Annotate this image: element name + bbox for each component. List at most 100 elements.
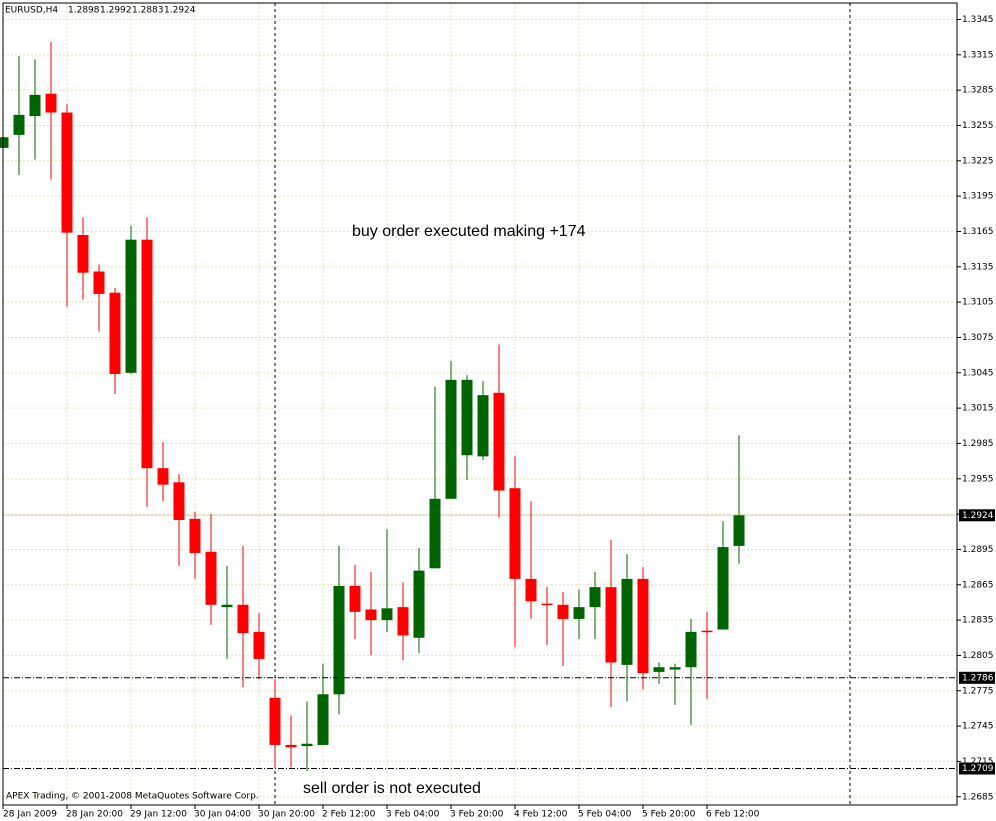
candle-body (461, 379, 473, 456)
plot-frame (2, 2, 958, 806)
candle-body (669, 667, 681, 670)
candle-body (653, 667, 665, 672)
y-tick-label: 1.2865 (962, 580, 994, 590)
candle-body (605, 587, 617, 663)
candle-body (301, 743, 313, 747)
y-tick-label: 1.3285 (962, 86, 994, 96)
header-close: 1.2924 (164, 6, 196, 16)
y-tick-label: 1.2835 (962, 616, 994, 626)
y-tick-label: 1.3225 (962, 156, 994, 166)
y-tick-label: 1.3195 (962, 192, 994, 202)
x-tick-label: 28 Jan 20:00 (66, 810, 123, 820)
x-tick-label: 3 Feb 20:00 (450, 810, 504, 820)
y-tick-label: 1.3315 (962, 50, 994, 60)
y-tick-label: 1.3015 (962, 404, 994, 414)
header-open: 1.2898 (68, 6, 100, 16)
grid (3, 3, 957, 805)
candle-body (221, 604, 233, 608)
candle-body (701, 630, 713, 633)
candle-body (141, 239, 153, 469)
candle-body (317, 694, 329, 745)
y-tick-label: 1.2895 (962, 545, 994, 555)
candle-body (237, 604, 249, 634)
y-tick-label: 1.2955 (962, 474, 994, 484)
y-tick-label: 1.2745 (962, 722, 994, 732)
price-marker (959, 509, 995, 522)
candle-body (157, 468, 169, 485)
level-marker (959, 762, 995, 775)
copyright: APEX Trading, © 2001-2008 MetaQuotes Sof… (6, 792, 259, 802)
candle-body (45, 93, 57, 113)
x-tick-label: 5 Feb 04:00 (578, 810, 632, 820)
candle-body (61, 112, 73, 233)
candle-body (13, 114, 25, 135)
y-tick-label: 1.2985 (962, 439, 994, 449)
x-tick-label: 6 Feb 12:00 (706, 810, 760, 820)
y-tick-label: 1.2805 (962, 651, 994, 661)
candle-body (349, 585, 361, 612)
y-tick-label: 1.3165 (962, 227, 994, 237)
x-tick-label: 4 Feb 12:00 (514, 810, 568, 820)
x-tick-label: 30 Jan 20:00 (258, 810, 315, 820)
candle-body (381, 608, 393, 621)
candle-body (429, 498, 441, 569)
candle-body (541, 603, 553, 606)
candle-body (397, 607, 409, 636)
candle-body (685, 631, 697, 668)
candle-body (589, 587, 601, 608)
candle-body (125, 239, 137, 373)
candle-body (189, 518, 201, 553)
candles (0, 41, 957, 771)
y-tick-label: 1.3045 (962, 368, 994, 378)
annotation: sell order is not executed (303, 780, 481, 797)
candle-body (173, 482, 185, 521)
level-marker-label: 1.2709 (962, 764, 994, 774)
x-tick-label: 29 Jan 12:00 (130, 810, 187, 820)
candle-body (269, 697, 281, 745)
candle-body (493, 392, 505, 491)
y-tick-label: 1.3105 (962, 298, 994, 308)
header-high: 1.2992 (100, 6, 132, 16)
candle-body (557, 604, 569, 619)
y-tick-label: 1.2685 (962, 792, 994, 802)
candle-body (525, 578, 537, 602)
candle-body (445, 379, 457, 499)
axes: 1.2685 1.2715 1.2745 1.2775 1.2805 1.2835 1.28… (2, 15, 995, 820)
candle-body (93, 271, 105, 294)
candle-body (637, 578, 649, 674)
candle-body (29, 94, 41, 117)
candle-body (477, 395, 489, 457)
x-tick-label: 30 Jan 04:00 (194, 810, 251, 820)
x-tick-label: 5 Feb 20:00 (642, 810, 696, 820)
candle-body (573, 607, 585, 619)
candle-body (205, 551, 217, 605)
y-tick-label: 1.3345 (962, 15, 994, 25)
candle-body (509, 488, 521, 579)
x-tick-label: 28 Jan 2009 (3, 810, 57, 820)
x-tick-label: 2 Feb 12:00 (322, 810, 376, 820)
candle-body (333, 585, 345, 695)
candle-body (0, 137, 9, 148)
y-tick-label: 1.3135 (962, 262, 994, 272)
candle-body (77, 235, 89, 273)
candle-body (365, 609, 377, 621)
price-marker-label: 1.2924 (962, 511, 994, 521)
level-marker (959, 671, 995, 684)
y-tick-label: 1.3255 (962, 121, 994, 131)
candle-body (621, 578, 633, 665)
y-tick-label: 1.2715 (962, 757, 994, 767)
candle-body (717, 547, 729, 630)
y-tick-label: 1.2775 (962, 686, 994, 696)
x-tick-label: 3 Feb 04:00 (386, 810, 440, 820)
candle-body (413, 570, 425, 638)
symbol: EURUSD,H4 (5, 6, 58, 16)
candle-body (109, 292, 121, 374)
header-low: 1.2883 (132, 6, 164, 16)
candle-body (285, 744, 297, 748)
candle-body (253, 631, 265, 659)
y-tick-label: 1.3075 (962, 333, 994, 343)
candle-body (733, 515, 745, 546)
annotation: buy order executed making +174 (352, 223, 586, 240)
level-marker-label: 1.2786 (962, 673, 994, 683)
